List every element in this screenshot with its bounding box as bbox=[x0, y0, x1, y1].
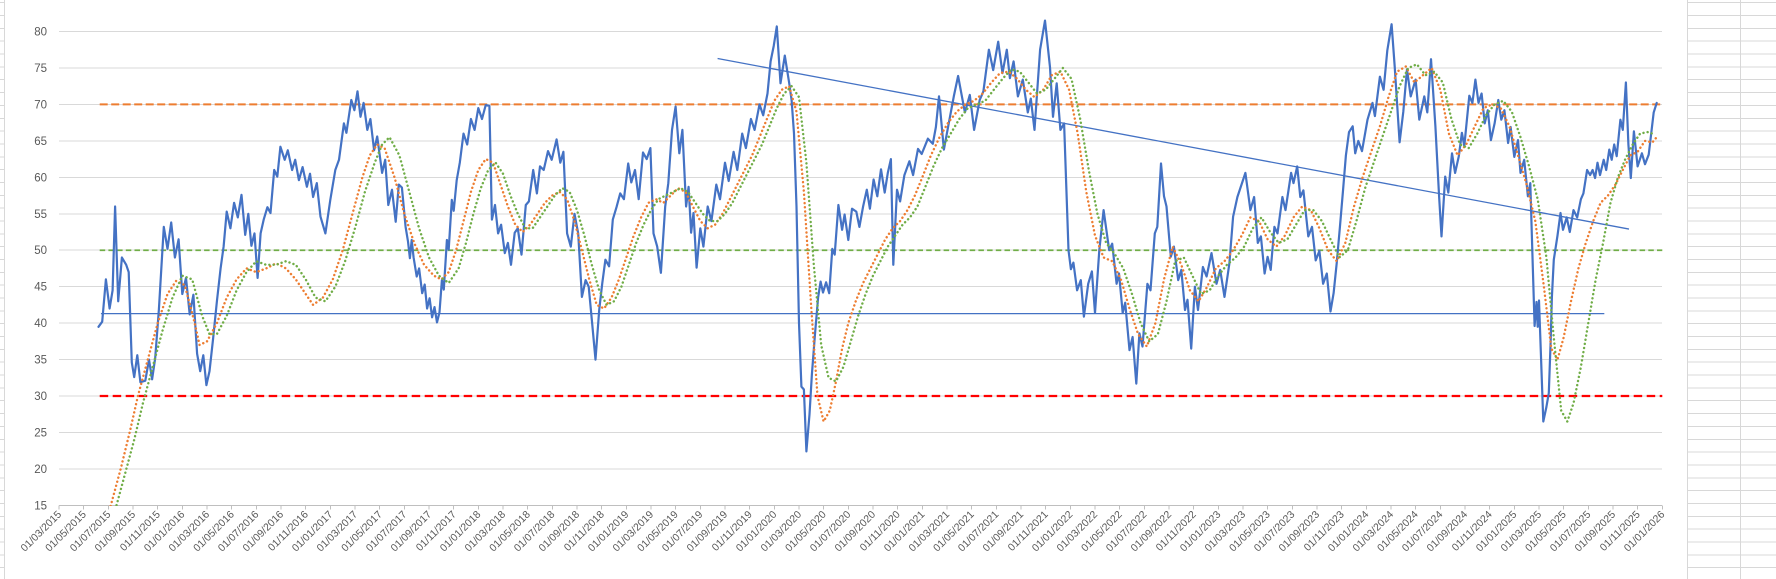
y-axis-tick-label: 75 bbox=[34, 63, 47, 75]
chart-series bbox=[97, 19, 1658, 506]
y-axis-tick-label: 60 bbox=[34, 172, 47, 184]
series-smoothed-slow bbox=[115, 63, 1657, 506]
x-axis bbox=[58, 504, 1663, 510]
y-axis-tick-label: 20 bbox=[34, 464, 47, 476]
y-axis-tick-label: 55 bbox=[34, 209, 47, 221]
y-axis-tick-label: 80 bbox=[34, 27, 47, 39]
series-weekly-oscillator bbox=[97, 19, 1658, 453]
y-axis-tick-label: 70 bbox=[34, 99, 47, 111]
y-axis-tick-label: 25 bbox=[34, 427, 47, 439]
y-axis-tick-label: 45 bbox=[34, 282, 47, 294]
y-axis-tick-label: 15 bbox=[34, 500, 47, 512]
y-axis-labels: 15 20 25 30 35 40 45 50 55 60 65 70 75 80 bbox=[34, 27, 47, 513]
y-axis-tick-label: 50 bbox=[34, 245, 47, 257]
y-axis-tick-label: 35 bbox=[34, 355, 47, 367]
y-axis-tick-label: 65 bbox=[34, 136, 47, 148]
y-axis-tick-label: 40 bbox=[34, 318, 47, 330]
y-axis-tick-label: 30 bbox=[34, 391, 47, 403]
trendline-descending-trendline bbox=[717, 57, 1630, 230]
